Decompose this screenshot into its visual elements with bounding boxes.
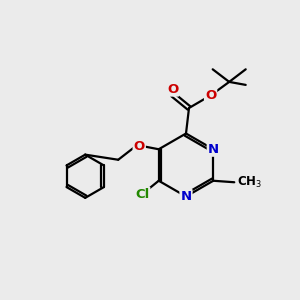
Text: O: O bbox=[205, 89, 216, 102]
Text: Cl: Cl bbox=[135, 188, 149, 201]
Text: O: O bbox=[134, 140, 145, 153]
Text: N: N bbox=[180, 190, 192, 203]
Text: O: O bbox=[167, 82, 178, 96]
Text: N: N bbox=[208, 143, 219, 156]
Text: CH$_3$: CH$_3$ bbox=[237, 175, 262, 190]
